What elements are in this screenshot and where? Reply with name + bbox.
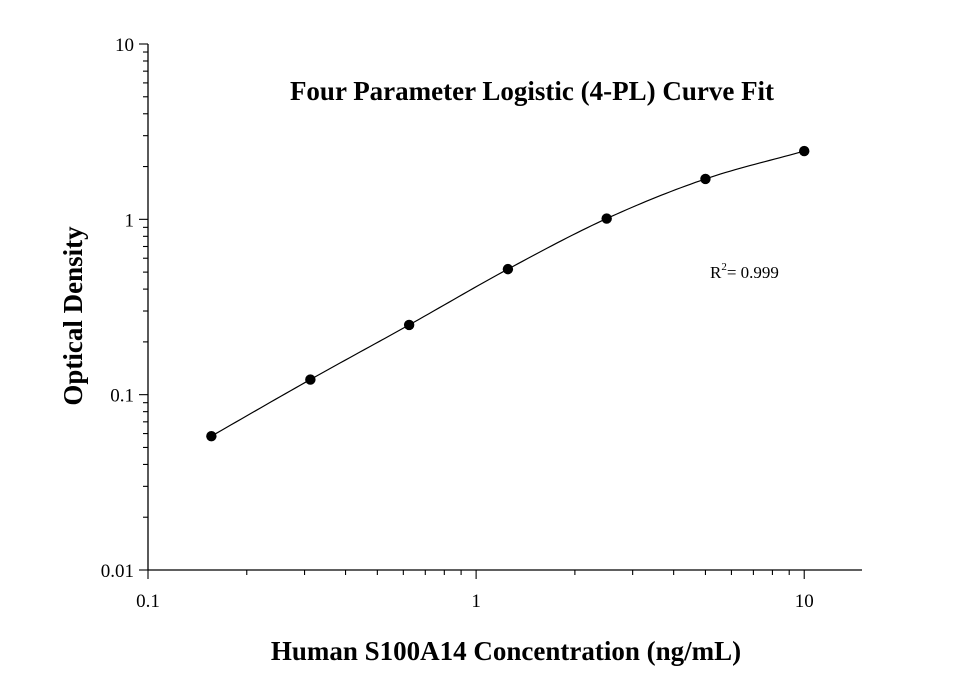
x-tick-label: 0.1 (136, 591, 160, 612)
data-point (502, 263, 514, 275)
data-points (206, 145, 810, 442)
data-point (206, 430, 217, 442)
y-tick-label: 10 (115, 35, 134, 56)
y-axis-title: Optical Density (58, 226, 88, 406)
r-squared-value: = 0.999 (727, 263, 779, 282)
axes (147, 44, 862, 571)
y-tick-label: 0.1 (110, 386, 134, 407)
data-point (403, 319, 415, 331)
r-squared-r: R (710, 263, 722, 282)
data-point (305, 374, 316, 385)
r-squared-sup: 2 (721, 261, 727, 273)
fit-curve (211, 150, 805, 437)
x-tick-label: 1 (471, 591, 481, 612)
r-squared-annotation: R2= 0.999 (710, 261, 779, 282)
data-point (601, 213, 612, 224)
y-tick-label: 0.01 (101, 561, 134, 582)
x-axis-title: Human S100A14 Concentration (ng/mL) (271, 636, 741, 666)
data-point (799, 145, 810, 157)
data-point (700, 173, 711, 185)
y-tick-label: 1 (125, 210, 135, 231)
x-tick-label: 10 (795, 591, 814, 612)
chart-title: Four Parameter Logistic (4-PL) Curve Fit (290, 76, 774, 106)
